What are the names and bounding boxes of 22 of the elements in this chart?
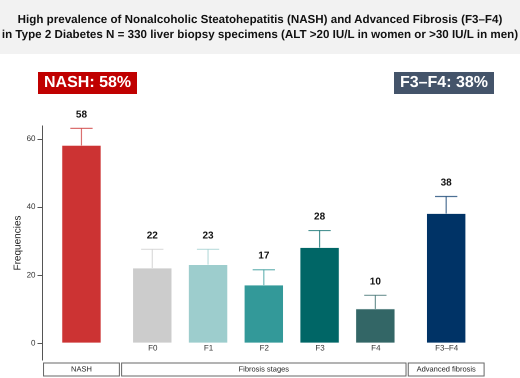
- x-tick-label: F1: [204, 344, 214, 352]
- data-label: 17: [258, 250, 270, 262]
- text: NASH: 58%: [38, 72, 138, 94]
- y-tick-label: 20: [26, 270, 36, 280]
- data-label: 58: [76, 109, 88, 120]
- y-tick-label: 60: [26, 134, 36, 144]
- data-label: 23: [202, 230, 214, 242]
- x-tick-label: F0: [148, 344, 158, 352]
- data-label: 28: [314, 212, 326, 223]
- chart-subtitle: in Type 2 Diabetes N = 330 liver biopsy specimens (ALT >20 IU/L in women or >30 IU/L in men): [0, 27, 520, 42]
- x-tick-label: F3–F4: [435, 344, 459, 352]
- data-label: 10: [370, 276, 382, 288]
- data-label: 38: [440, 178, 452, 189]
- y-tick-label: 0: [31, 338, 36, 348]
- x-tick-label: F2: [260, 344, 270, 352]
- text: F3–F4: 38%: [394, 72, 494, 94]
- y-tick-label: 40: [26, 202, 36, 212]
- x-tick-label: F4: [371, 344, 382, 352]
- chart-title: High prevalence of Nonalcoholic Steatohepatitis (NASH) and Advanced Fibrosis (F3–F4): [16, 12, 504, 27]
- y-axis-title: Frequencies: [12, 215, 24, 271]
- data-label: 22: [146, 230, 158, 242]
- x-tick-label: F3: [315, 344, 326, 352]
